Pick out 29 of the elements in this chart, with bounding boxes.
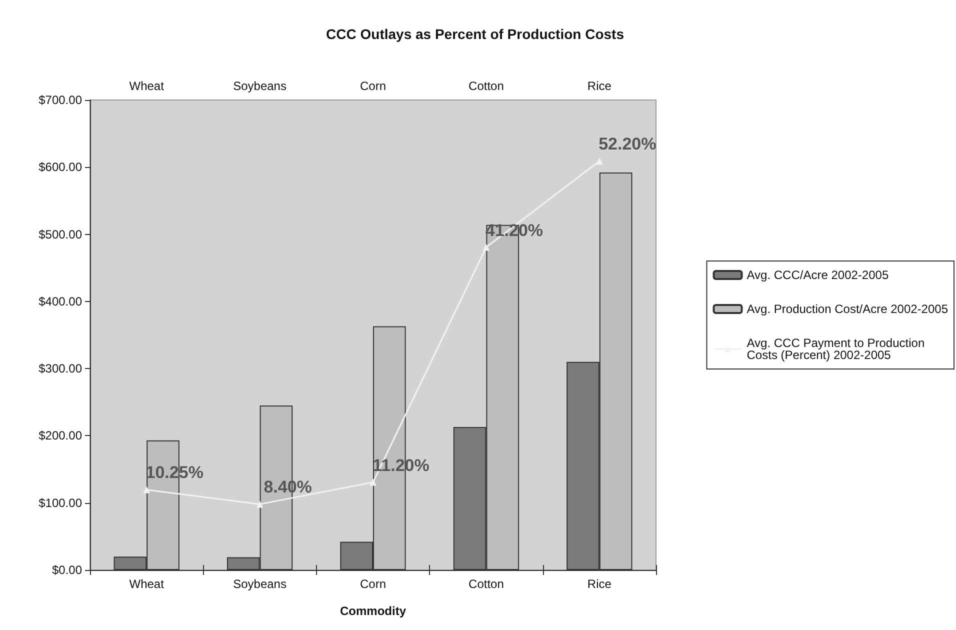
legend-label: Avg. CCC Payment to Production Costs (Percent) 2002-2005 — [746, 336, 928, 362]
point — [370, 478, 376, 486]
category-label: Cotton — [468, 79, 504, 93]
y-tick-label: $0.00 — [52, 563, 82, 577]
y-tick-label: $200.00 — [38, 428, 82, 443]
legend-label: Avg. Production Cost/Acre 2002-2005 — [746, 302, 948, 316]
y-tick-label: $700.00 — [38, 93, 82, 107]
chart-title: CCC Outlays as Percent of Production Costs — [326, 26, 624, 42]
point — [143, 486, 150, 494]
category-label: Corn — [360, 79, 386, 93]
category-label: Rice — [587, 79, 612, 93]
legend-label: Avg. CCC/Acre 2002-2005 — [746, 268, 889, 282]
y-tick-label: $500.00 — [38, 227, 82, 242]
y-tick-label: $100.00 — [38, 496, 82, 510]
x-tick-label: Wheat — [129, 577, 165, 591]
x-tick-label: Cotton — [468, 577, 504, 591]
category-label: Soybeans — [233, 79, 286, 93]
category-label: Wheat — [129, 79, 164, 93]
x-tick-label: Soybeans — [233, 577, 286, 591]
point — [596, 158, 603, 165]
x-tick-label: Corn — [360, 577, 386, 591]
point — [256, 500, 264, 508]
y-tick-label: $600.00 — [38, 160, 82, 174]
y-tick-label: $300.00 — [38, 362, 82, 376]
x-axis-title: Commodity — [340, 604, 406, 618]
x-tick-label: Rice — [587, 577, 612, 591]
data-label: 52.20% — [598, 134, 656, 154]
y-tick-label: $400.00 — [38, 294, 82, 308]
point — [482, 244, 490, 251]
